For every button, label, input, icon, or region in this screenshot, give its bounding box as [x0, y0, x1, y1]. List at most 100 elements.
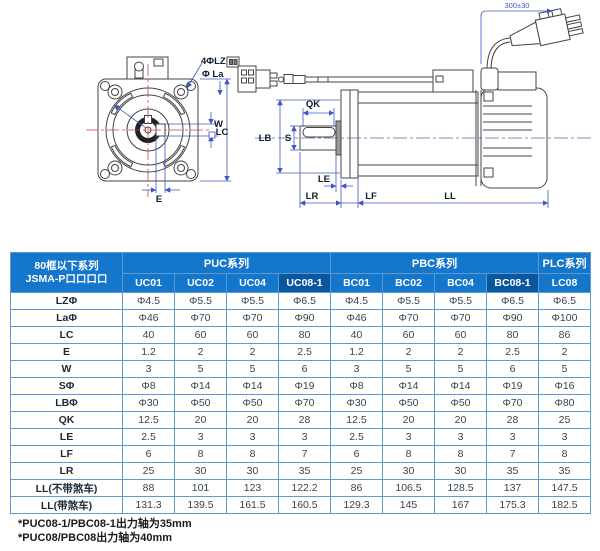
footnote-1: *PUC08-1/PBC08-1出力轴为35mm [18, 518, 192, 530]
cell-value: 25 [330, 462, 383, 480]
cell-value: 139.5 [174, 496, 227, 514]
dim-label-lr: LR [306, 191, 319, 202]
cell-value: Φ46 [330, 309, 383, 327]
table-row: E 1.2 2 2 2.5 1.2 2 2 2.5 2 [10, 343, 591, 361]
column-header-uc02: UC02 [174, 273, 227, 293]
cell-value: 25 [122, 462, 175, 480]
cell-value: 8 [434, 445, 487, 463]
cell-value: 147.5 [538, 479, 591, 497]
power-connector [509, 8, 584, 47]
cell-value: Φ50 [382, 394, 435, 412]
dim-label-cable-length: 300±30 [505, 1, 530, 10]
cell-value: 20 [174, 411, 227, 429]
dimension-labels: 4ΦLZ Φ La W LC E LB S QK LE LR LF LL 300… [156, 1, 530, 205]
group-header-puc: PUC系列 [122, 252, 331, 274]
column-header-lc08: LC08 [538, 273, 591, 293]
table-row: QK 12.5 20 20 28 12.5 20 20 28 25 [10, 411, 591, 429]
cell-value: 1.2 [330, 343, 383, 361]
dim-label-lb: LB [259, 133, 272, 144]
dimension-table: 80框以下系列 JSMA-P口口口口 PUC系列 PBC系列 PLC系列 UC0… [10, 252, 591, 514]
cell-value: 3 [174, 428, 227, 446]
cell-value: 20 [226, 411, 279, 429]
cell-value: 145 [382, 496, 435, 514]
dim-label-w: W [214, 119, 223, 130]
encoder-cable [304, 76, 434, 83]
cell-value: 106.5 [382, 479, 435, 497]
cell-value: 6 [330, 445, 383, 463]
row-label: LBΦ [10, 394, 123, 412]
table-row: LL(不带煞车) 88 101 123 122.2 86 106.5 128.5 137 147.… [10, 479, 591, 497]
cell-value: 28 [278, 411, 331, 429]
cell-value: 35 [486, 462, 539, 480]
row-label: LF [10, 445, 123, 463]
cell-value: 60 [382, 326, 435, 344]
cell-value: 7 [486, 445, 539, 463]
corner-line2: JSMA-P口口口口 [25, 272, 108, 285]
row-label: W [10, 360, 123, 378]
row-label: LL(不带煞车) [10, 479, 123, 497]
cell-value: 20 [434, 411, 487, 429]
cell-value: Φ6.5 [278, 292, 331, 310]
cell-value: Φ14 [226, 377, 279, 395]
cell-value: Φ90 [486, 309, 539, 327]
column-header-bc01: BC01 [330, 273, 383, 293]
dim-label-pilot: Φ La [202, 69, 224, 80]
table-row: SΦ Φ8 Φ14 Φ14 Φ19 Φ8 Φ14 Φ14 Φ19 Φ16 [10, 377, 591, 395]
cell-value: 80 [278, 326, 331, 344]
footnote-2: *PUC08/PBC08出力轴为40mm [18, 532, 173, 544]
cell-value: Φ16 [538, 377, 591, 395]
cell-value: 3 [330, 360, 383, 378]
row-label: QK [10, 411, 123, 429]
cell-value: 8 [174, 445, 227, 463]
cell-value: Φ5.5 [382, 292, 435, 310]
cell-value: 2 [538, 343, 591, 361]
cell-value: Φ5.5 [434, 292, 487, 310]
cell-value: 2.5 [330, 428, 383, 446]
table-row: LZΦ Φ4.5 Φ5.5 Φ5.5 Φ6.5 Φ4.5 Φ5.5 Φ5.5 Φ6.5 Φ6.5 [10, 292, 591, 310]
cell-value: Φ14 [382, 377, 435, 395]
cell-value: 86 [330, 479, 383, 497]
cell-value: 175.3 [486, 496, 539, 514]
cell-value: 12.5 [122, 411, 175, 429]
cell-value: 80 [486, 326, 539, 344]
column-header-bc04: BC04 [434, 273, 487, 293]
cell-value: Φ50 [174, 394, 227, 412]
row-label: LZΦ [10, 292, 123, 310]
table-group-header-row: 80框以下系列 JSMA-P口口口口 PUC系列 PBC系列 PLC系列 [10, 252, 591, 293]
cell-value: Φ70 [174, 309, 227, 327]
cell-value: 60 [174, 326, 227, 344]
cell-value: 2 [382, 343, 435, 361]
cell-value: 1.2 [122, 343, 175, 361]
motor-side-view [226, 8, 584, 189]
cell-value: Φ50 [434, 394, 487, 412]
row-label: LL(带煞车) [10, 496, 123, 514]
cell-value: 3 [226, 428, 279, 446]
dim-label-le: LE [318, 174, 330, 185]
cell-value: 161.5 [226, 496, 279, 514]
cell-value: 3 [434, 428, 487, 446]
cell-value: 122.2 [278, 479, 331, 497]
cell-value: 12.5 [330, 411, 383, 429]
cell-value: 2 [174, 343, 227, 361]
dimension-lines [113, 8, 553, 208]
cell-value: 40 [330, 326, 383, 344]
cell-value: 8 [538, 445, 591, 463]
cell-value: 3 [538, 428, 591, 446]
cell-value: 3 [278, 428, 331, 446]
encoder-connector [226, 56, 306, 93]
table-column-header-row: UC01 UC02 UC04 UC08-1 BC01 BC02 BC04 BC0… [11, 273, 591, 293]
cell-value: 30 [174, 462, 227, 480]
cell-value: Φ100 [538, 309, 591, 327]
table-row: LF 6 8 8 7 6 8 8 7 8 [10, 445, 591, 463]
footnotes: *PUC08-1/PBC08-1出力轴为35mm *PUC08/PBC08出力轴… [18, 517, 192, 545]
row-label: LE [10, 428, 123, 446]
cell-value: 8 [382, 445, 435, 463]
cell-value: 40 [122, 326, 175, 344]
cell-value: Φ5.5 [226, 292, 279, 310]
cell-value: 5 [174, 360, 227, 378]
table-row: LL(带煞车) 131.3 139.5 161.5 160.5 129.3 145 167 17… [10, 496, 591, 514]
cell-value: 2 [226, 343, 279, 361]
column-header-uc04: UC04 [226, 273, 279, 293]
cell-value: 160.5 [278, 496, 331, 514]
